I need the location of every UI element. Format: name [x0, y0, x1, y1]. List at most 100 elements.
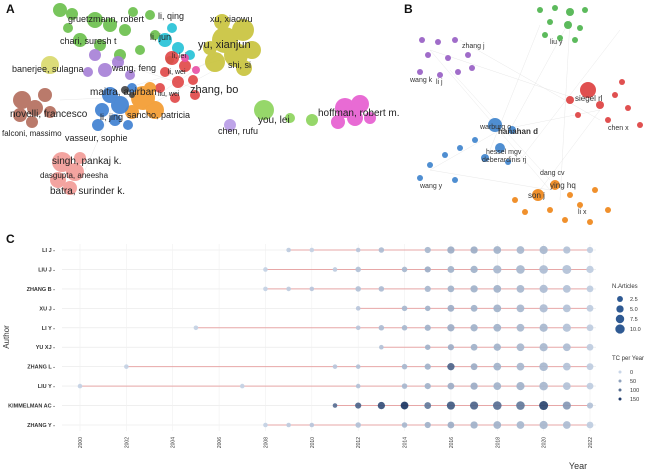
data-point: [124, 364, 129, 369]
data-point: [470, 421, 478, 429]
labelB-dang: dang cv: [540, 170, 565, 177]
label-li-lei: li, lei: [172, 53, 186, 60]
legend-tc-title: TC per Year: [612, 356, 644, 362]
data-point: [286, 422, 291, 428]
data-point: [355, 402, 362, 409]
data-point: [401, 422, 408, 428]
clusterB-orange: [512, 180, 611, 225]
data-point: [539, 323, 548, 332]
panel-c-label: C: [6, 232, 15, 246]
cluster-blue: [92, 83, 137, 131]
panel-a-label: A: [6, 2, 15, 16]
labelB-warburg: warburg o: [479, 124, 511, 131]
label-gruetzmann: gruetzmann, robert: [68, 14, 145, 24]
data-point: [447, 246, 455, 254]
panel-b: B: [400, 0, 661, 235]
data-point: [562, 323, 571, 332]
label-chen-rufu: chen, rufu: [218, 126, 258, 136]
data-point: [379, 344, 384, 350]
x-tick-label: 2018: [495, 437, 501, 448]
legend-tc-label: 50: [630, 379, 636, 385]
label-falconi: falconi, massimo: [2, 129, 62, 138]
cluster-brown: [13, 88, 56, 128]
data-point: [424, 383, 431, 390]
labelB-li-j: li j: [436, 79, 443, 86]
data-point: [516, 304, 525, 313]
data-point: [562, 264, 572, 274]
data-point: [447, 285, 455, 293]
cluster-purple: [83, 49, 135, 80]
data-point: [401, 266, 408, 273]
legend-articles-title: N.Articles: [612, 284, 638, 290]
data-point: [447, 266, 455, 273]
x-tick-label: 2010: [310, 437, 316, 448]
data-point: [493, 421, 502, 429]
data-point: [378, 286, 385, 292]
panel-a-labels: gruetzmann, robert li, qing xu, xiaowu c…: [2, 11, 400, 197]
labelB-chen-x: chen x: [608, 125, 629, 132]
data-point: [539, 381, 548, 391]
legend-articles-label: 10.0: [630, 327, 641, 333]
data-point: [447, 344, 455, 351]
label-li-wei: li, wei: [168, 69, 186, 76]
data-point: [355, 325, 361, 331]
data-point: [470, 343, 478, 351]
legend-articles-label: 2.5: [630, 297, 638, 303]
label-li-jun: li, jun: [150, 32, 171, 42]
label-maitra: maitra, anirban: [90, 87, 157, 98]
data-point: [377, 401, 386, 410]
x-axis-title: Year: [569, 461, 587, 471]
label-dasgupta: dasgupta, aneesha: [40, 171, 109, 180]
data-point: [239, 383, 245, 389]
author-label: ZHANG L -: [27, 365, 55, 371]
data-point: [586, 343, 594, 351]
label-liu-wei: liu, wei: [158, 91, 180, 98]
data-point: [516, 362, 525, 371]
data-point: [539, 420, 548, 430]
data-point: [539, 304, 548, 313]
cluster-magenta: [331, 95, 376, 129]
data-point: [424, 305, 431, 312]
legend-tc-label: 100: [630, 388, 639, 394]
data-point: [562, 343, 571, 352]
data-point: [586, 246, 594, 254]
data-point: [586, 304, 594, 312]
data-point: [470, 246, 478, 254]
data-point: [493, 246, 502, 254]
data-point: [309, 286, 315, 292]
label-li-qing: li, qing: [158, 11, 184, 21]
data-point: [309, 247, 315, 253]
x-tick-label: 2014: [403, 437, 409, 448]
data-point: [516, 343, 525, 352]
data-point: [193, 325, 199, 331]
data-point: [355, 286, 361, 292]
data-point: [378, 325, 385, 331]
label-wang-feng: wang, feng: [111, 63, 156, 73]
data-point: [424, 421, 431, 429]
data-point: [539, 265, 548, 274]
cluster-orange: [125, 82, 164, 119]
data-point: [332, 267, 338, 272]
label-xu-xiaowu: xu, xiaowu: [210, 14, 253, 24]
data-point: [493, 343, 501, 351]
panel-a: A: [0, 0, 400, 228]
legend-articles-symbol: [616, 305, 624, 313]
data-point: [539, 245, 548, 255]
panel-c: C Author Year N.Articles TC per Year LI …: [0, 232, 661, 472]
label-hoffman: hoffman, robert m.: [318, 108, 400, 119]
label-shi-si: shi, si: [228, 60, 251, 70]
labelB-wang-y: wang y: [419, 183, 443, 190]
data-point: [586, 421, 594, 429]
legend-tc-label: 0: [630, 370, 633, 376]
data-point: [401, 305, 408, 312]
author-label: ZHANG Y -: [27, 423, 55, 429]
author-label: YU XJ -: [36, 345, 55, 351]
data-point: [355, 306, 361, 311]
node-chen-rufu: [224, 119, 236, 131]
data-point: [586, 363, 594, 371]
data-point: [562, 421, 571, 429]
data-point: [516, 421, 525, 429]
legend-tc-label: 150: [630, 397, 639, 403]
data-point: [493, 304, 502, 313]
labelB-hessel: hessel mgv: [486, 149, 522, 156]
